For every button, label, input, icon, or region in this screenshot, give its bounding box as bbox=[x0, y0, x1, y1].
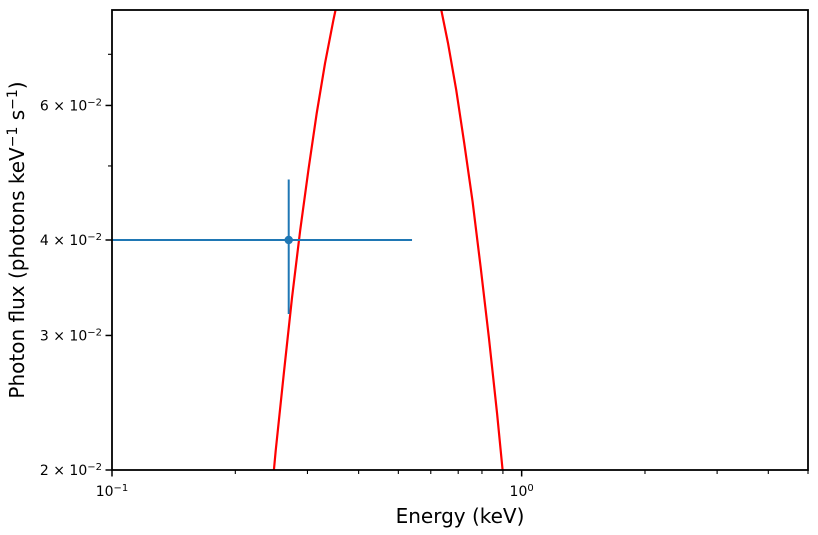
x-tick-label: 100 bbox=[510, 483, 534, 500]
y-axis-label: Photon flux (photons keV−1 s−1) bbox=[5, 81, 29, 398]
y-tick-label: 4 × 10−2 bbox=[40, 232, 102, 249]
model-curve-line bbox=[272, 10, 504, 470]
y-tick-label: 6 × 10−2 bbox=[40, 97, 102, 114]
data-series bbox=[112, 10, 504, 470]
tick-labels: 10−1 100 2 × 10−2 3 × 10−2 4 × 10−2 6 × 10−2 bbox=[40, 97, 534, 500]
x-tick-label: 10−1 bbox=[96, 483, 129, 500]
data-point-marker bbox=[284, 235, 293, 245]
y-tick-label: 3 × 10−2 bbox=[40, 327, 102, 344]
axes-frame bbox=[111, 9, 809, 471]
x-axis-label: Energy (keV) bbox=[396, 504, 525, 528]
y-tick-label: 2 × 10−2 bbox=[40, 462, 102, 479]
